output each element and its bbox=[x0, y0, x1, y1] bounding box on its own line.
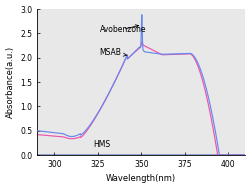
Text: MSAB: MSAB bbox=[99, 48, 126, 57]
Text: Avobenzone: Avobenzone bbox=[99, 25, 146, 34]
Text: HMS: HMS bbox=[92, 140, 110, 149]
Y-axis label: Absorbance(a.u.): Absorbance(a.u.) bbox=[6, 46, 15, 118]
X-axis label: Wavelength(nm): Wavelength(nm) bbox=[106, 174, 176, 184]
